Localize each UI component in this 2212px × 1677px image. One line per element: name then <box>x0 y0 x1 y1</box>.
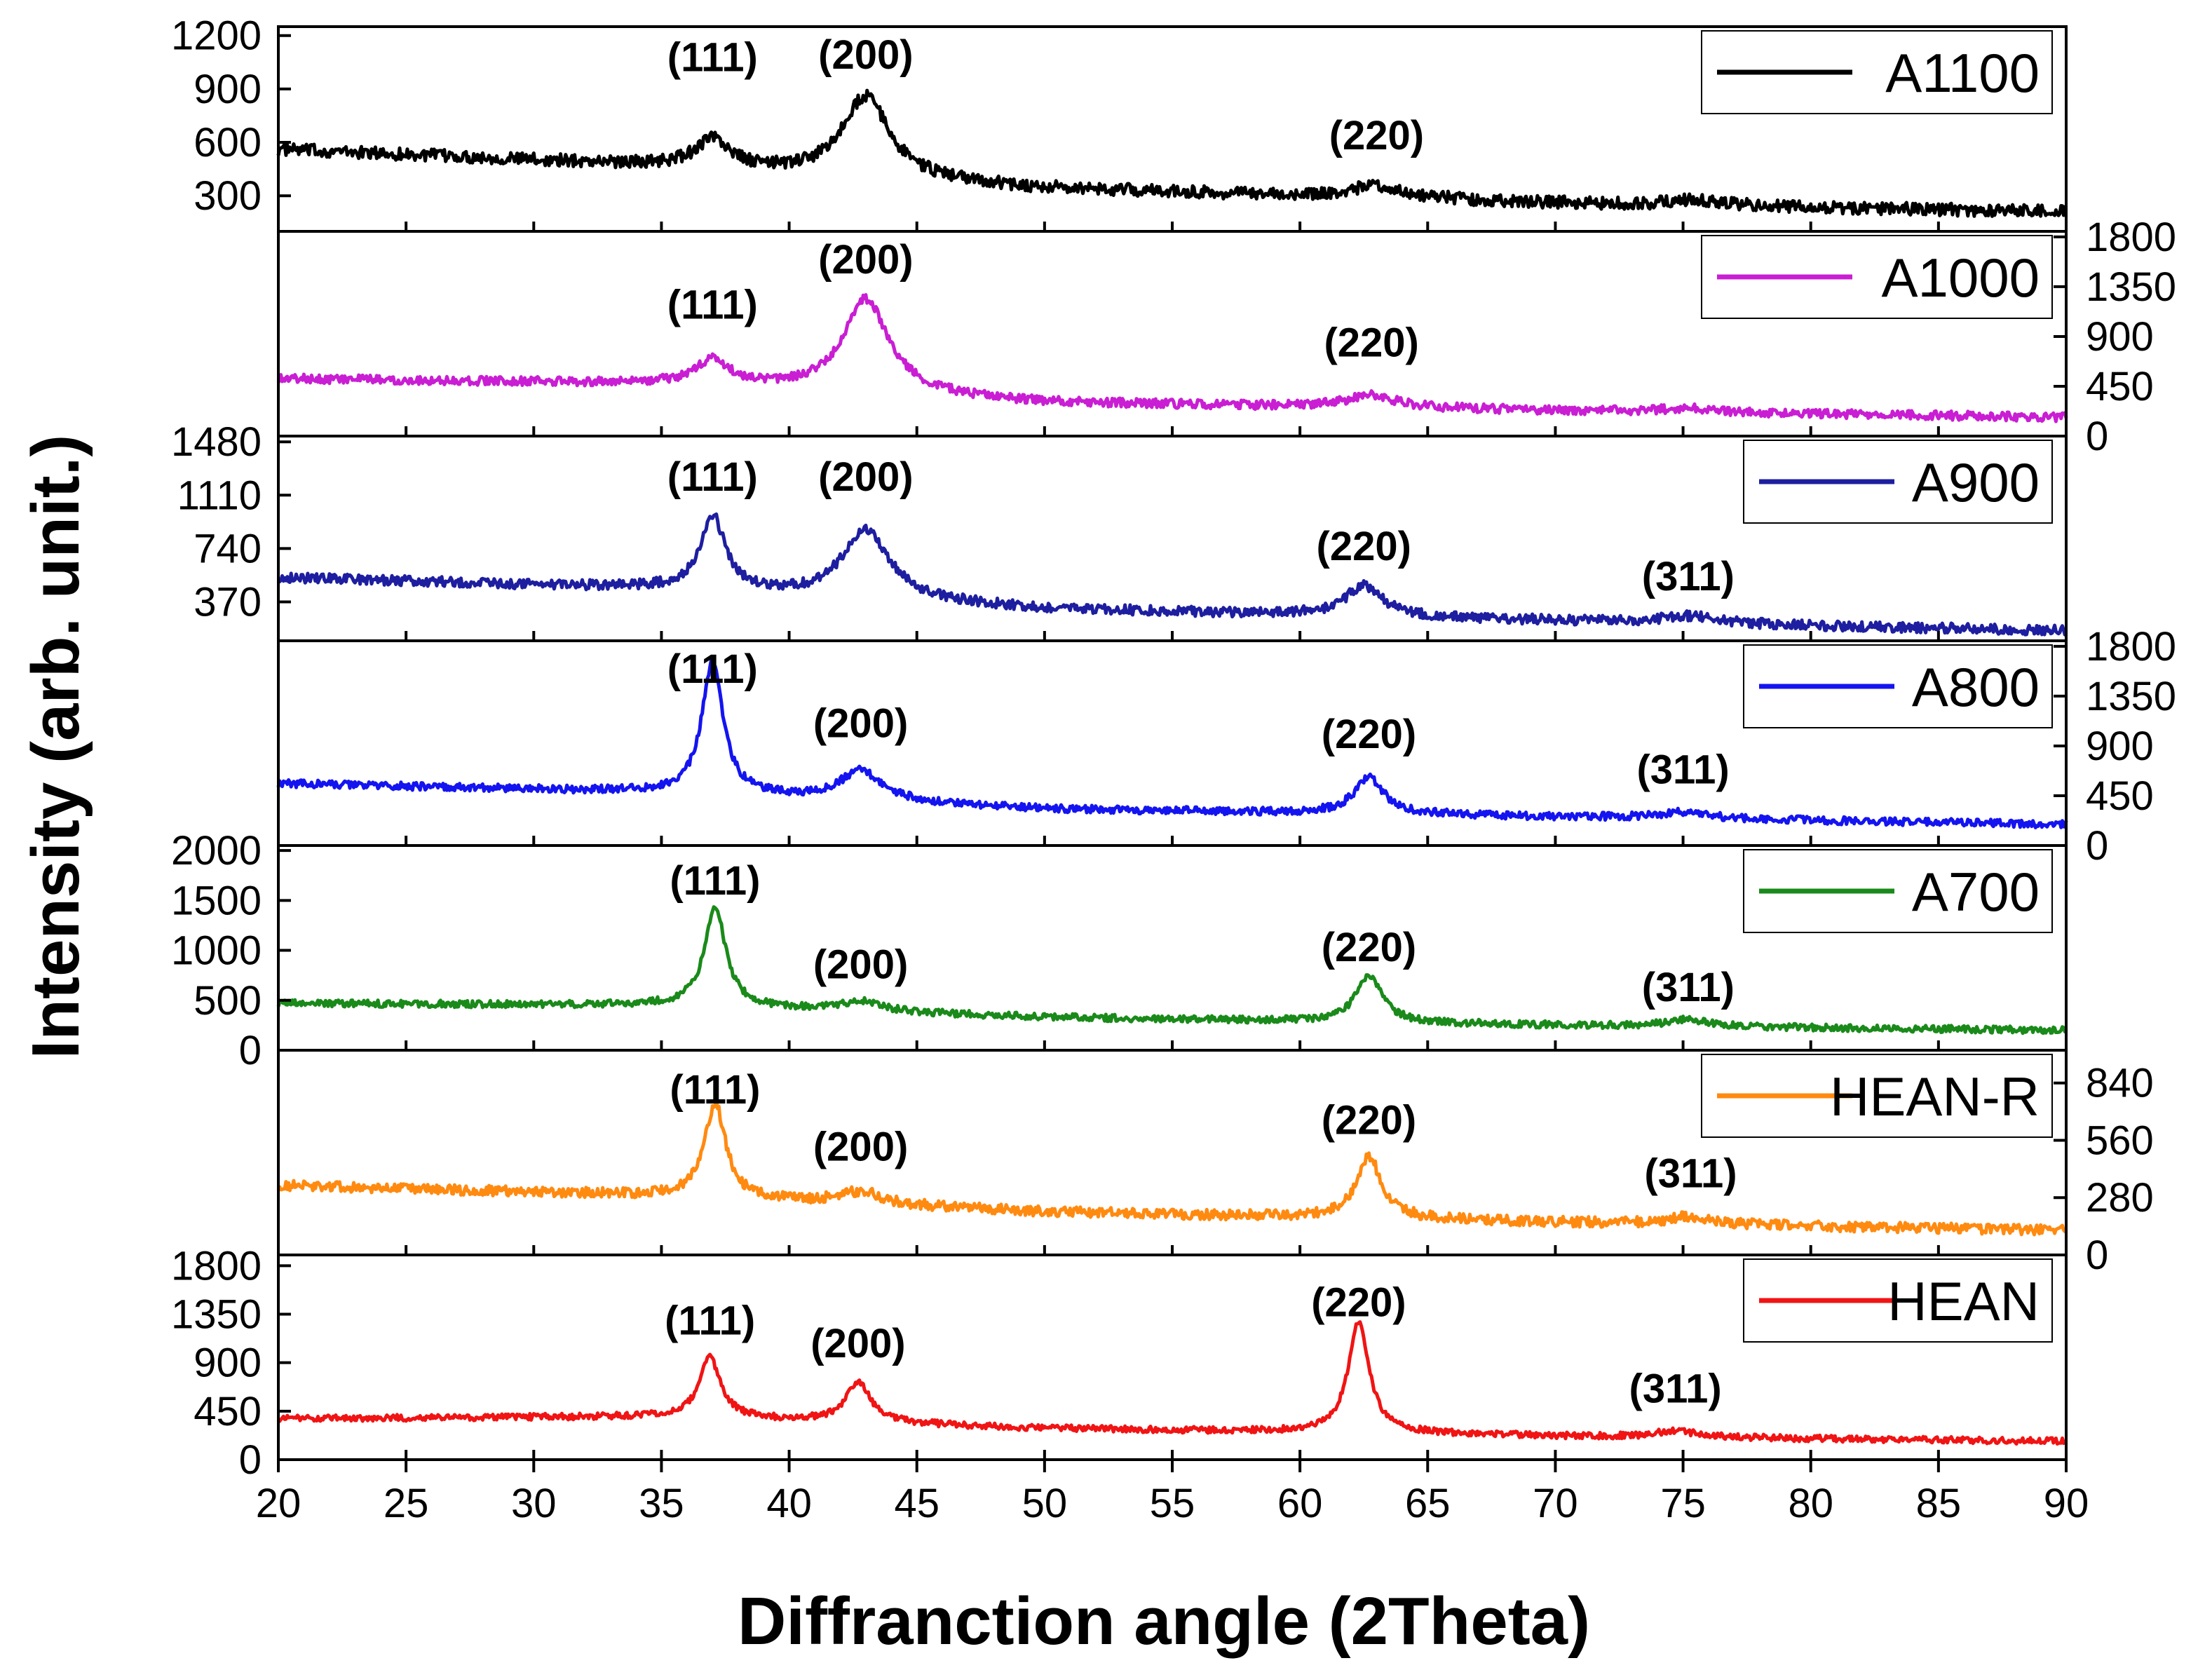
y-tick-label: 0 <box>2086 823 2108 869</box>
y-tick-label: 280 <box>2086 1175 2154 1221</box>
peak-label: (311) <box>1629 1366 1722 1412</box>
peak-label: (200) <box>818 237 913 283</box>
peak-label: (111) <box>665 1298 755 1344</box>
peak-label: (311) <box>1642 554 1735 599</box>
peak-label: (111) <box>667 283 758 328</box>
legend-label: A1000 <box>1881 247 2040 308</box>
panel-a900: 370 740 1110 1480 (111) (200) (220) (311) A900 <box>171 419 2068 642</box>
y-tick-label: 0 <box>239 1028 262 1073</box>
legend-label: A700 <box>1912 861 2040 923</box>
x-tick-label: 40 <box>766 1481 812 1526</box>
y-tick-label: 900 <box>2086 314 2154 360</box>
peak-label: (111) <box>670 1067 760 1113</box>
x-tick-label: 30 <box>511 1481 557 1526</box>
x-tick-label: 85 <box>1916 1481 1962 1526</box>
peak-label: (200) <box>813 700 908 746</box>
y-tick-label: 2000 <box>171 828 262 874</box>
y-tick-label: 840 <box>2086 1061 2154 1106</box>
series-line-hean-r <box>276 1097 2068 1237</box>
y-tick-label: 1350 <box>2086 264 2176 310</box>
legend-label: HEAN-R <box>1830 1066 2040 1127</box>
peak-label: (220) <box>1322 1098 1416 1143</box>
legend-label: A900 <box>1912 452 2040 513</box>
y-tick-label: 370 <box>194 579 262 625</box>
peak-label: (200) <box>810 1321 905 1366</box>
peak-label: (200) <box>813 942 908 987</box>
x-tick-label: 70 <box>1533 1481 1578 1526</box>
y-tick-label: 450 <box>2086 773 2154 819</box>
y-tick-label: 900 <box>194 67 262 112</box>
x-tick-label: 65 <box>1405 1481 1451 1526</box>
peak-label: (200) <box>818 32 913 78</box>
y-tick-label: 1350 <box>2086 674 2176 719</box>
y-tick-label: 1500 <box>171 878 262 923</box>
series-line-a900 <box>278 512 2068 637</box>
peak-label: (220) <box>1322 925 1416 970</box>
x-axis-title: Diffranction angle (2Theta) <box>738 1584 1590 1659</box>
series-line-a700 <box>276 905 2068 1036</box>
x-tick-label: 50 <box>1022 1481 1068 1526</box>
y-tick-label: 1110 <box>177 473 262 518</box>
peak-label: (220) <box>1311 1280 1406 1326</box>
series-line-a1000 <box>276 293 2068 423</box>
y-tick-label: 1200 <box>171 13 262 59</box>
peak-label: (111) <box>667 34 758 80</box>
x-tick-label: 20 <box>256 1481 301 1526</box>
panel-a1100: 300 600 900 1200 (111) (200) (220) A1100 <box>171 13 2068 233</box>
x-tick-label: 75 <box>1660 1481 1706 1526</box>
y-tick-label: 1800 <box>2086 624 2176 670</box>
legend-label: A1100 <box>1885 42 2040 104</box>
x-tick-label: 80 <box>1788 1481 1833 1526</box>
legend-label: A800 <box>1912 656 2040 718</box>
y-tick-label: 0 <box>2086 414 2108 459</box>
panel-hean-r: 0 280 560 840 (111) (200) (220) (311) HEAN-R <box>276 1049 2154 1278</box>
y-tick-label: 0 <box>239 1437 262 1483</box>
x-tick-label: 45 <box>894 1481 939 1526</box>
peak-label: (111) <box>670 858 760 904</box>
peak-label: (220) <box>1324 320 1418 365</box>
y-tick-label: 450 <box>194 1389 262 1434</box>
y-tick-label: 1000 <box>171 928 262 974</box>
x-tick-label: 90 <box>2044 1481 2089 1526</box>
y-axis-title: Intensity (arb. unit.) <box>18 435 93 1059</box>
y-tick-label: 1480 <box>171 419 262 465</box>
x-axis: 20 25 30 35 40 45 50 55 60 65 70 75 80 85 90 <box>256 1460 2089 1526</box>
y-tick-label: 500 <box>194 978 262 1024</box>
y-tick-label: 1350 <box>171 1292 262 1338</box>
series-line-a800 <box>276 658 2068 829</box>
peak-label: (200) <box>818 454 913 500</box>
y-tick-label: 1800 <box>171 1243 262 1289</box>
y-tick-label: 450 <box>2086 364 2154 409</box>
peak-label: (111) <box>667 646 758 692</box>
x-tick-label: 60 <box>1277 1481 1323 1526</box>
y-tick-label: 600 <box>194 120 262 165</box>
x-tick-label: 55 <box>1150 1481 1195 1526</box>
series-line-hean <box>277 1320 2068 1446</box>
peak-label: (311) <box>1636 747 1729 793</box>
peak-label: (311) <box>1644 1151 1737 1197</box>
y-tick-label: 740 <box>194 526 262 571</box>
y-tick-label: 300 <box>194 173 262 219</box>
y-tick-label: 560 <box>2086 1118 2154 1163</box>
y-tick-label: 900 <box>2086 724 2154 769</box>
peak-label: (220) <box>1322 712 1416 757</box>
series-line-a1100 <box>276 88 2068 218</box>
peak-label: (111) <box>667 454 758 500</box>
y-tick-label: 1800 <box>2086 215 2176 260</box>
x-tick-label: 25 <box>384 1481 429 1526</box>
y-tick-label: 900 <box>194 1340 262 1386</box>
peak-label: (200) <box>813 1125 908 1170</box>
peak-label: (220) <box>1329 113 1424 158</box>
y-tick-label: 0 <box>2086 1233 2108 1278</box>
x-tick-label: 35 <box>639 1481 684 1526</box>
peak-label: (220) <box>1317 524 1411 569</box>
peak-label: (311) <box>1642 965 1735 1010</box>
legend-label: HEAN <box>1887 1270 2040 1332</box>
